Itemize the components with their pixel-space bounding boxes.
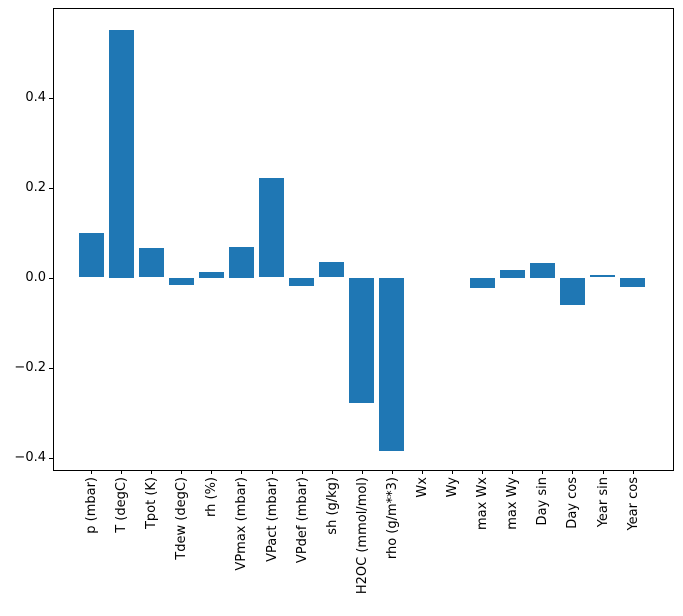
bar-vpmax-mbar [229, 247, 254, 278]
bar-sh-g-kg [319, 262, 344, 277]
bar-day-cos [560, 278, 585, 305]
bar-rh [199, 272, 224, 278]
bar-tdew-degc [169, 278, 194, 285]
x-tick-mark [121, 470, 122, 474]
bar-day-sin [530, 263, 555, 278]
y-tick-label: −0.2 [14, 360, 46, 375]
x-tick-label: Tpot (K) [143, 477, 159, 530]
x-tick-label: Year sin [595, 477, 611, 528]
x-tick-label: Year cos [625, 477, 641, 531]
x-tick-mark [91, 470, 92, 474]
bar-year-cos [620, 278, 645, 287]
x-tick-mark [332, 470, 333, 474]
x-tick-label: Day sin [534, 477, 550, 526]
x-tick-mark [241, 470, 242, 474]
x-tick-mark [272, 470, 273, 474]
x-tick-mark [603, 470, 604, 474]
x-tick-label: rh (%) [203, 477, 219, 517]
x-tick-mark [392, 470, 393, 474]
y-tick-mark [49, 278, 53, 279]
x-tick-label: Wy [444, 477, 460, 498]
x-tick-label: max Wy [504, 477, 520, 530]
y-tick-mark [49, 458, 53, 459]
x-tick-label: Wx [414, 477, 430, 498]
bar-p-mbar [79, 233, 104, 277]
bar-year-sin [590, 275, 615, 277]
x-tick-mark [452, 470, 453, 474]
x-tick-label: sh (g/kg) [324, 477, 340, 535]
x-tick-label: max Wx [474, 477, 490, 531]
x-tick-mark [422, 470, 423, 474]
bar-h2oc-mmol-mol [349, 278, 374, 403]
x-tick-label: VPact (mbar) [264, 477, 280, 562]
y-tick-mark [49, 188, 53, 189]
bar-max-wx [470, 278, 495, 288]
bar-rho-g-m-3 [379, 278, 404, 451]
x-tick-mark [512, 470, 513, 474]
x-tick-label: rho (g/m**3) [384, 477, 400, 560]
x-tick-mark [211, 470, 212, 474]
y-tick-label: −0.4 [14, 450, 46, 465]
x-tick-mark [572, 470, 573, 474]
y-tick-mark [49, 368, 53, 369]
x-tick-label: VPmax (mbar) [233, 477, 249, 571]
x-tick-label: VPdef (mbar) [294, 477, 310, 564]
x-tick-mark [633, 470, 634, 474]
x-tick-label: Tdew (degC) [173, 477, 189, 560]
x-tick-label: H2OC (mmol/mol) [354, 477, 370, 595]
y-tick-mark [49, 98, 53, 99]
bar-vpdef-mbar [289, 278, 314, 286]
bar-max-wy [500, 270, 525, 278]
bar-tpot-k [139, 248, 164, 277]
y-tick-label: 0.2 [25, 180, 46, 195]
x-tick-label: p (mbar) [83, 477, 99, 534]
x-tick-mark [181, 470, 182, 474]
x-tick-label: Day cos [564, 477, 580, 529]
x-tick-mark [482, 470, 483, 474]
x-tick-mark [542, 470, 543, 474]
x-tick-mark [151, 470, 152, 474]
x-tick-mark [362, 470, 363, 474]
bar-t-degc [109, 30, 134, 278]
x-tick-mark [302, 470, 303, 474]
y-tick-label: 0.4 [25, 90, 46, 105]
bar-vpact-mbar [259, 178, 284, 277]
y-tick-label: 0.0 [25, 270, 46, 285]
x-tick-label: T (degC) [113, 477, 129, 533]
